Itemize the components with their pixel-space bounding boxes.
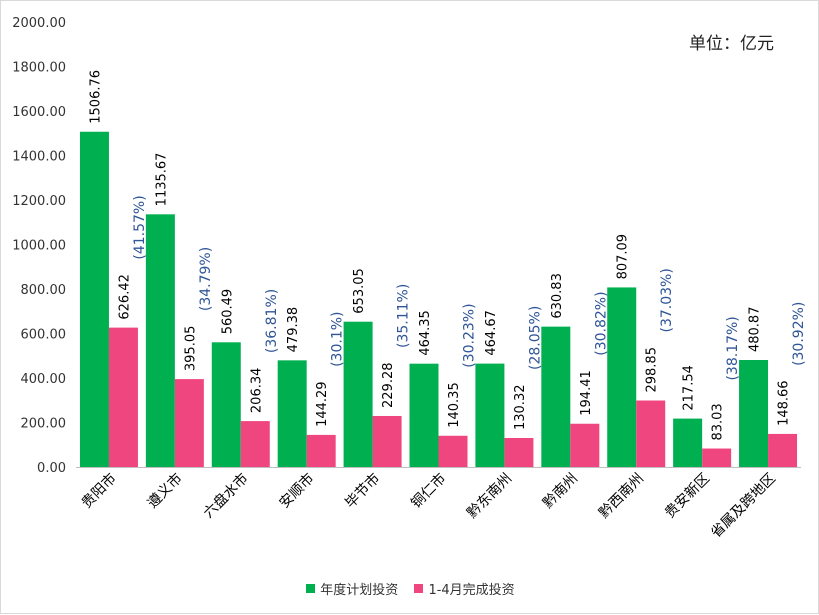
data-label-plan: 480.87 [748, 307, 763, 353]
data-label-completed: 298.85 [645, 347, 660, 393]
percent-label: (28.05%) [527, 306, 543, 370]
bar-plan [79, 131, 109, 467]
bar-completed [570, 423, 600, 467]
bar-plan [607, 287, 637, 467]
data-label-plan: 464.35 [418, 310, 433, 356]
data-label-plan: 653.05 [352, 268, 367, 314]
percent-label: (35.11%) [396, 284, 412, 348]
legend-swatch-plan [306, 584, 316, 593]
y-tick-label: 1600.00 [12, 105, 66, 120]
percent-label: (38.17%) [725, 316, 741, 380]
y-tick-label: 200.00 [21, 417, 67, 432]
category-label: 铜仁市 [408, 470, 450, 512]
data-label-completed: 194.41 [579, 370, 594, 416]
data-label-completed: 140.35 [447, 382, 462, 428]
bar-plan [541, 326, 571, 467]
bar-completed [702, 448, 732, 467]
y-tick-label: 1800.00 [12, 61, 66, 76]
data-label-plan: 560.49 [220, 289, 235, 334]
percent-label: (30.92%) [791, 302, 807, 366]
data-label-plan: 1135.67 [154, 153, 169, 207]
category-label: 省属及跨地区 [708, 471, 779, 542]
category-label: 遵义市 [144, 470, 186, 512]
bar-plan [145, 214, 175, 467]
y-tick-label: 1200.00 [12, 194, 66, 209]
bar-completed [240, 421, 270, 467]
percent-label: (34.79%) [198, 247, 214, 311]
category-label: 黔南州 [540, 471, 581, 512]
percent-label: (37.03%) [659, 268, 675, 332]
bar-completed [306, 434, 336, 467]
bar-plan [673, 418, 703, 467]
y-tick-label: 2000.00 [12, 16, 66, 31]
percent-label: (30.23%) [462, 303, 478, 367]
data-label-plan: 217.54 [682, 365, 697, 411]
bar-completed [768, 433, 798, 467]
bar-completed [174, 379, 204, 467]
data-label-completed: 130.32 [513, 385, 528, 431]
bar-plan [409, 363, 439, 467]
data-label-completed: 626.42 [117, 274, 132, 320]
data-label-completed: 144.29 [315, 381, 330, 427]
bar-plan [475, 363, 505, 467]
y-tick-label: 1400.00 [12, 150, 66, 165]
unit-label: 单位：亿元 [689, 34, 774, 54]
legend-item-plan: 年度计划投资 [306, 579, 398, 598]
data-label-plan: 807.09 [616, 234, 631, 280]
bar-plan [211, 342, 241, 467]
y-tick-label: 600.00 [21, 328, 67, 343]
percent-label: (36.81%) [264, 289, 280, 353]
bar-plan [343, 321, 373, 467]
bar-completed [504, 438, 534, 467]
data-label-completed: 229.28 [381, 362, 396, 408]
data-label-completed: 206.34 [249, 368, 264, 414]
category-label: 贵安新区 [662, 471, 713, 522]
category-label: 安顺市 [276, 470, 318, 512]
legend-label-completed: 1-4月完成投资 [428, 583, 515, 598]
y-tick-label: 1000.00 [12, 239, 66, 254]
bar-completed [636, 400, 666, 467]
category-label: 毕节市 [342, 470, 384, 512]
data-label-plan: 464.67 [484, 310, 499, 355]
category-label: 贵阳市 [78, 470, 120, 512]
bar-plan [277, 360, 307, 467]
category-label: 黔东南州 [464, 471, 515, 522]
legend-item-completed: 1-4月完成投资 [414, 579, 515, 598]
y-tick-label: 0.00 [37, 461, 66, 476]
data-label-completed: 83.03 [711, 403, 726, 440]
data-label-plan: 479.38 [286, 307, 301, 353]
category-label: 黔西南州 [596, 471, 647, 522]
bar-completed [438, 435, 468, 467]
chart-legend: 年度计划投资 1-4月完成投资 [1, 579, 819, 598]
data-label-completed: 395.05 [183, 326, 198, 372]
percent-label: (30.1%) [330, 311, 346, 366]
percent-label: (30.82%) [593, 291, 609, 355]
data-label-plan: 1506.76 [88, 70, 103, 124]
data-label-plan: 630.83 [550, 273, 565, 319]
bar-completed [108, 327, 138, 467]
legend-swatch-completed [414, 584, 424, 593]
data-label-completed: 148.66 [777, 380, 792, 426]
category-label: 六盘水市 [200, 470, 252, 522]
y-tick-label: 400.00 [21, 372, 67, 387]
legend-label-plan: 年度计划投资 [320, 583, 399, 598]
y-tick-label: 800.00 [21, 283, 67, 298]
bar-completed [372, 415, 402, 467]
percent-label: (41.57%) [132, 195, 148, 259]
bar-plan [739, 360, 769, 467]
